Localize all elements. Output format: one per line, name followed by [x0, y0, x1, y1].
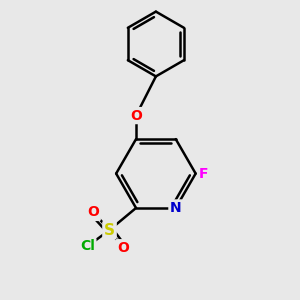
Text: O: O — [117, 241, 129, 255]
Text: N: N — [170, 201, 182, 215]
Text: O: O — [130, 109, 142, 123]
Text: S: S — [104, 223, 115, 238]
Text: Cl: Cl — [80, 239, 95, 253]
Text: O: O — [87, 206, 99, 219]
Text: F: F — [199, 167, 208, 181]
